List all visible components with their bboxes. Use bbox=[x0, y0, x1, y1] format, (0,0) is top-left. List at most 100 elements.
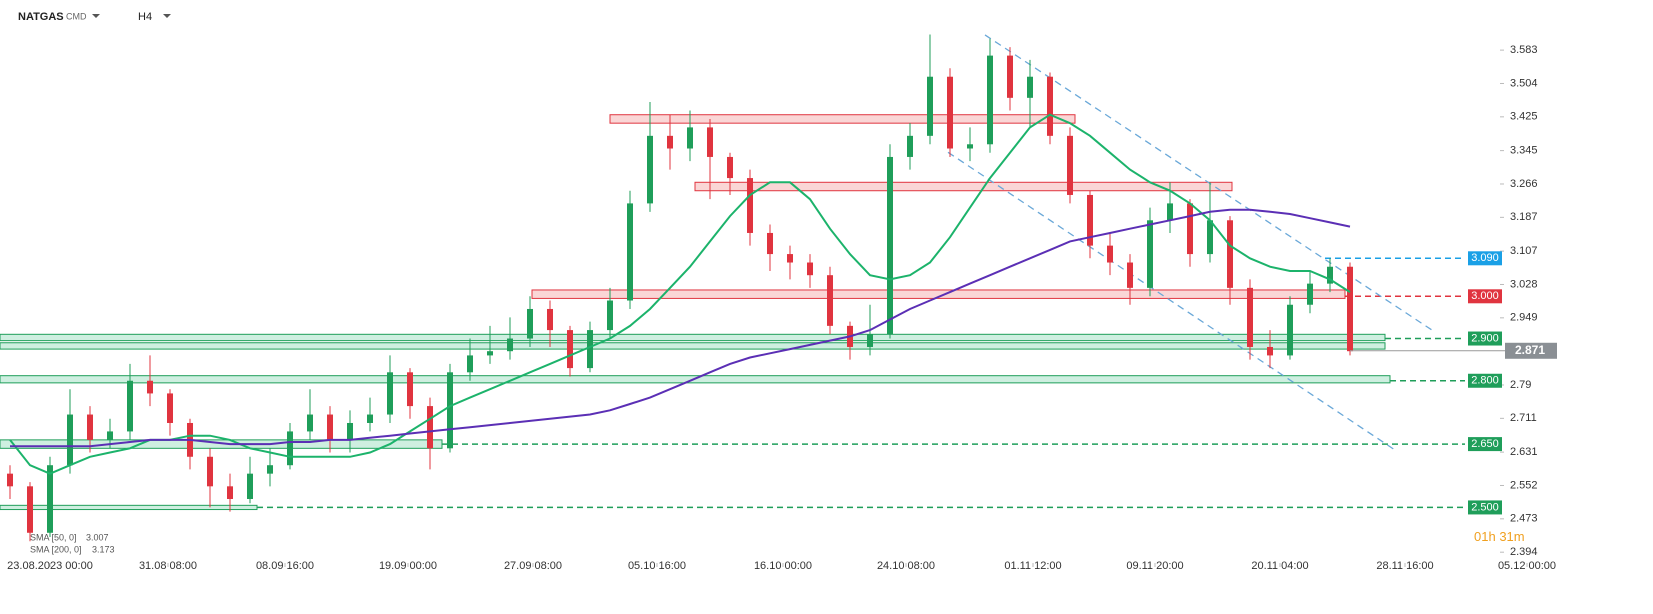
candle-body bbox=[147, 380, 153, 394]
level-label: 3.090 bbox=[1471, 252, 1499, 264]
candle-body bbox=[647, 135, 653, 204]
x-tick-label: 24.10 08:00 bbox=[877, 560, 935, 572]
candle-body bbox=[1167, 203, 1173, 221]
current-price-bg bbox=[1505, 342, 1557, 359]
legend-value: 3.173 bbox=[92, 544, 115, 554]
candle-body bbox=[407, 372, 413, 407]
candle-body bbox=[1187, 203, 1193, 255]
candle-body bbox=[67, 414, 73, 466]
hours: 01 bbox=[1474, 529, 1488, 544]
y-tick-label: 2.552 bbox=[1510, 479, 1538, 491]
x-tick-label: 01.11 12:00 bbox=[1004, 560, 1061, 572]
candle-body bbox=[607, 300, 613, 331]
x-tick-label: 27.09 08:00 bbox=[504, 560, 562, 572]
candle-body bbox=[687, 127, 693, 149]
x-tick-label: 05.10 16:00 bbox=[628, 560, 686, 572]
candle-body bbox=[627, 203, 633, 301]
level-label-bg bbox=[1468, 437, 1502, 452]
level-label-bg bbox=[1468, 331, 1502, 346]
dropdown-arrow[interactable] bbox=[92, 14, 100, 18]
zone bbox=[0, 504, 258, 511]
candle-body bbox=[1047, 76, 1053, 136]
level-label-bg bbox=[1468, 373, 1502, 388]
candle-body bbox=[367, 414, 373, 423]
candle-body bbox=[1287, 304, 1293, 356]
y-tick-label: 3.425 bbox=[1510, 111, 1538, 123]
candle-body bbox=[987, 55, 993, 145]
candle-body bbox=[927, 76, 933, 136]
channel-line bbox=[984, 34, 1433, 331]
candle-body bbox=[1207, 220, 1213, 255]
candle-body bbox=[1027, 76, 1033, 98]
candle-body bbox=[1227, 220, 1233, 288]
candle-body bbox=[1247, 287, 1253, 347]
candle-body bbox=[727, 156, 733, 179]
candle-body bbox=[107, 431, 113, 440]
zone bbox=[694, 181, 1233, 192]
candle-body bbox=[227, 486, 233, 499]
h: h bbox=[1488, 529, 1495, 544]
candle-body bbox=[167, 393, 173, 423]
y-tick-label: 2.711 bbox=[1510, 412, 1537, 424]
candle-body bbox=[427, 406, 433, 449]
x-tick-label: 08.09 16:00 bbox=[256, 560, 314, 572]
candle-body bbox=[1087, 194, 1093, 246]
level-label: 3.000 bbox=[1471, 290, 1499, 302]
candle-body bbox=[807, 262, 813, 276]
x-tick-label: 19.09 00:00 bbox=[379, 560, 437, 572]
market: CMD bbox=[66, 11, 87, 21]
candle-body bbox=[947, 76, 953, 149]
level-label-bg bbox=[1468, 251, 1502, 266]
level-label: 2.900 bbox=[1471, 332, 1499, 344]
sma-line bbox=[9, 113, 1351, 475]
candle-body bbox=[1067, 135, 1073, 195]
candle-body bbox=[127, 380, 133, 432]
candle-body bbox=[1327, 266, 1333, 284]
candle-body bbox=[27, 486, 33, 533]
x-tick-label: 31.08 08:00 bbox=[139, 560, 197, 572]
sma-line bbox=[10, 208, 1351, 448]
candle-body bbox=[1267, 346, 1273, 356]
zone bbox=[0, 333, 1386, 342]
interval[interactable]: H4 bbox=[138, 11, 152, 23]
candle-body bbox=[707, 127, 713, 157]
candle-body bbox=[307, 414, 313, 432]
y-tick-label: 2.79 bbox=[1510, 379, 1531, 391]
countdown: 01h 31m bbox=[1474, 529, 1525, 544]
candle-body bbox=[967, 144, 973, 149]
x-tick-label: 23.08.2023 00:00 bbox=[7, 560, 93, 572]
legend-name: SMA [50, 0] bbox=[30, 532, 77, 542]
m: m bbox=[1514, 529, 1525, 544]
candle-body bbox=[247, 473, 253, 499]
candle-body bbox=[1107, 245, 1113, 263]
zone bbox=[0, 342, 1386, 350]
x-tick-label: 20.11 04:00 bbox=[1251, 560, 1308, 572]
candle-body bbox=[207, 456, 213, 487]
current-price-label: 2.871 bbox=[1515, 343, 1545, 357]
candle-body bbox=[87, 414, 93, 440]
zone bbox=[531, 289, 1346, 299]
candle-body bbox=[287, 431, 293, 466]
channel-line bbox=[947, 151, 1396, 451]
candle-body bbox=[467, 355, 473, 373]
symbol[interactable]: NATGAS bbox=[18, 11, 64, 23]
candle-body bbox=[347, 422, 353, 440]
dropdown-arrow[interactable] bbox=[163, 14, 171, 18]
candle-body bbox=[767, 232, 773, 255]
x-tick-label: 09.11 20:00 bbox=[1126, 560, 1183, 572]
zone bbox=[609, 114, 1076, 124]
y-tick-label: 3.028 bbox=[1510, 278, 1538, 290]
candle-body bbox=[1347, 266, 1353, 352]
candle-body bbox=[447, 372, 453, 449]
level-label: 2.500 bbox=[1471, 501, 1499, 513]
y-tick-label: 3.187 bbox=[1510, 211, 1538, 223]
candle-body bbox=[907, 135, 913, 157]
y-tick-label: 3.504 bbox=[1510, 77, 1538, 89]
candle-body bbox=[387, 372, 393, 415]
candle-body bbox=[487, 351, 493, 356]
legend-name: SMA [200, 0] bbox=[30, 544, 82, 554]
candle-body bbox=[587, 330, 593, 369]
candle-body bbox=[867, 334, 873, 347]
y-tick-label: 2.473 bbox=[1510, 513, 1538, 525]
